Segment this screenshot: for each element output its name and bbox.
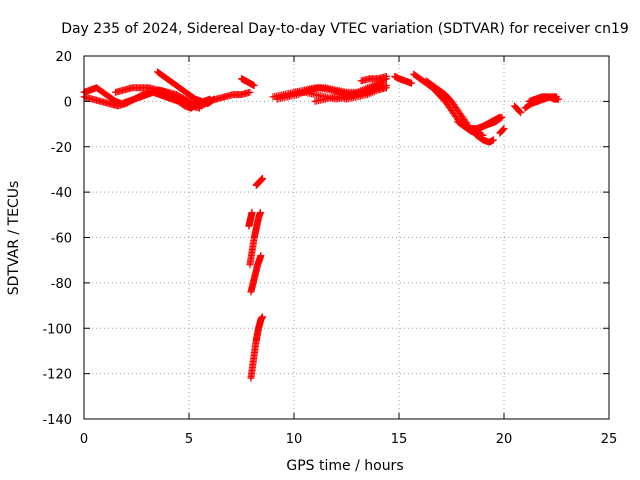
series-arc-c xyxy=(112,84,203,112)
series-arc-q xyxy=(496,125,508,137)
data-point xyxy=(246,88,254,96)
y-tick-label: 0 xyxy=(64,95,72,110)
y-tick-label: -40 xyxy=(51,186,72,201)
chart-title: Day 235 of 2024, Sidereal Day-to-day VTE… xyxy=(61,21,629,37)
x-tick-label: 20 xyxy=(496,432,513,447)
x-tick-label: 5 xyxy=(185,432,193,447)
data-point xyxy=(256,209,264,217)
series-arc-r xyxy=(511,102,525,117)
series-arc-p xyxy=(475,113,504,133)
data-point xyxy=(516,108,524,116)
y-tick-label: -140 xyxy=(42,413,72,428)
x-axis-label: GPS time / hours xyxy=(286,458,403,474)
series-arc-j xyxy=(311,84,390,105)
series-arc-l xyxy=(391,72,416,87)
axis-ticks xyxy=(83,55,610,420)
x-tick-labels: 0 5 10 15 20 25 xyxy=(80,432,617,447)
y-tick-labels: -140 -120 -100 -80 -60 -40 -20 0 20 xyxy=(42,50,72,428)
x-tick-label: 10 xyxy=(286,432,303,447)
y-tick-label: -100 xyxy=(42,322,72,337)
series-arc-f xyxy=(238,75,258,89)
data-point xyxy=(257,252,265,260)
plot-frame xyxy=(83,55,610,420)
y-tick-label: -60 xyxy=(51,232,72,247)
x-tick-label: 15 xyxy=(391,432,408,447)
series-drop-3 xyxy=(246,209,264,269)
y-tick-label: -80 xyxy=(51,277,72,292)
gridlines xyxy=(84,56,609,419)
data-point xyxy=(408,79,416,87)
x-tick-label: 25 xyxy=(601,432,618,447)
series-arc-k xyxy=(357,72,390,85)
series-drop-1 xyxy=(252,175,266,189)
data-point xyxy=(555,95,563,103)
y-tick-label: -20 xyxy=(51,141,72,156)
data-point xyxy=(496,113,504,121)
data-point xyxy=(499,125,507,133)
data-point xyxy=(517,109,525,117)
series-drop-4 xyxy=(247,252,265,296)
y-tick-label: -120 xyxy=(42,368,72,383)
x-tick-label: 0 xyxy=(80,432,88,447)
data-point xyxy=(500,125,508,133)
series-arc-n xyxy=(422,77,497,146)
data-point xyxy=(382,72,390,80)
data-point xyxy=(382,84,390,92)
series-drop-5 xyxy=(247,313,266,382)
data-point xyxy=(250,81,258,89)
series-drop-2 xyxy=(245,209,256,230)
data-point xyxy=(490,136,497,144)
data-points xyxy=(80,68,563,382)
data-point xyxy=(259,175,266,183)
series-arc-t xyxy=(525,93,563,105)
data-point xyxy=(499,126,507,134)
y-tick-label: 20 xyxy=(55,50,72,65)
series-arc-e xyxy=(196,88,254,108)
y-axis-label: SDTVAR / TECUs xyxy=(6,181,22,296)
data-point xyxy=(248,209,256,217)
data-point xyxy=(259,313,266,321)
